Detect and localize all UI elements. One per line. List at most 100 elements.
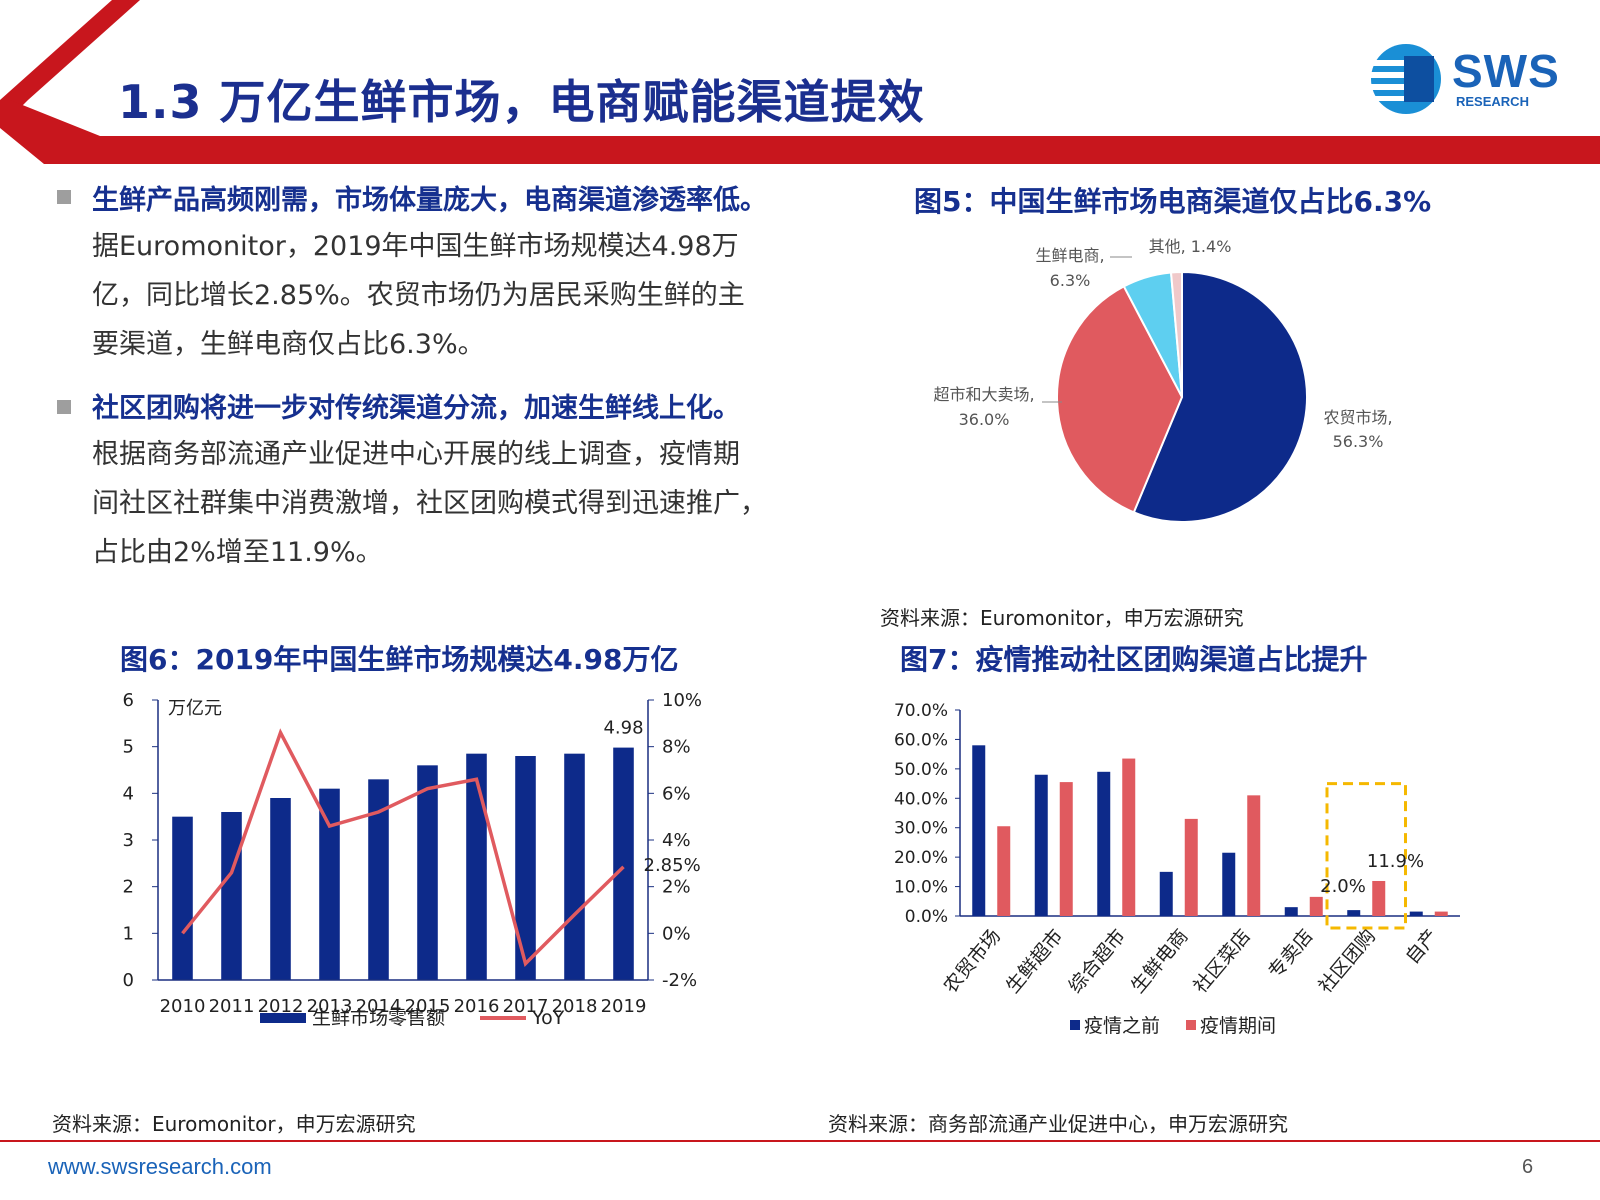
bar <box>172 816 193 980</box>
pie-slice-1 <box>1132 270 1308 523</box>
legend-swatch <box>1070 1020 1080 1030</box>
x-tick-label: 社区菜店 <box>1189 925 1255 997</box>
bar <box>1309 896 1323 916</box>
y-tick-label: 0 <box>123 970 134 991</box>
legend-swatch <box>1186 1020 1196 1030</box>
bullet-heading-2: 社区团购将进一步对传统渠道分流，加速生鲜线上化。 <box>92 393 740 424</box>
y-tick-label: 50.0% <box>894 760 948 780</box>
x-tick-label: 2012 <box>258 996 304 1017</box>
y-tick-label: 0.0% <box>905 907 948 927</box>
y2-tick-label: -2% <box>662 970 697 991</box>
x-tick-label: 社区团购 <box>1314 925 1380 997</box>
bar <box>1372 880 1386 916</box>
footer-rule <box>0 1140 1600 1142</box>
logo-text: SWS <box>1452 45 1560 97</box>
data-label: 11.9% <box>1367 851 1424 872</box>
footer-url[interactable]: www.swsresearch.com <box>48 1154 272 1179</box>
bar <box>417 765 438 980</box>
bar <box>564 753 585 980</box>
y2-tick-label: 8% <box>662 737 691 758</box>
x-tick-label: 2010 <box>160 996 206 1017</box>
pie-label-value: 56.3% <box>1333 432 1384 451</box>
bar <box>1347 910 1361 916</box>
bar <box>1434 911 1448 916</box>
x-tick-label: 2013 <box>307 996 353 1017</box>
pie-label-value: 6.3% <box>1050 271 1091 290</box>
y2-tick-label: 4% <box>662 830 691 851</box>
bullet-line: 根据商务部流通产业促进中心开展的线上调查，疫情期 <box>92 439 740 470</box>
bullet-line: 据Euromonitor，2019年中国生鲜市场规模达4.98万 <box>92 231 739 262</box>
bar <box>221 812 242 980</box>
bullet-line: 亿，同比增长2.85%。农贸市场仍为居民采购生鲜的主 <box>92 280 745 311</box>
fig5-title: 图5：中国生鲜市场电商渠道仅占比6.3% <box>914 185 1432 218</box>
yoy-line <box>181 728 625 968</box>
y-axis-unit: 万亿元 <box>168 698 222 719</box>
page-title: 1.3 万亿生鲜市场，电商赋能渠道提效 <box>118 75 925 129</box>
bar <box>1409 911 1423 916</box>
bar <box>515 756 536 980</box>
bar <box>1059 782 1073 916</box>
y2-tick-label: 6% <box>662 783 691 804</box>
x-tick-label: 专卖店 <box>1264 925 1318 983</box>
bar <box>1122 758 1136 916</box>
fig5-source: 资料来源：Euromonitor，申万宏源研究 <box>880 606 1244 630</box>
bar <box>319 788 340 980</box>
highlight-box <box>1325 782 1407 930</box>
pie-label-name: 超市和大卖场, <box>933 385 1034 404</box>
bullet-line: 占比由2%增至11.9%。 <box>92 537 383 568</box>
bullet-marker-1 <box>57 190 71 204</box>
bar <box>1184 818 1198 916</box>
x-tick-label: 2014 <box>356 996 402 1017</box>
bullet-line: 要渠道，生鲜电商仅占比6.3%。 <box>92 329 485 360</box>
x-tick-label: 2017 <box>503 996 549 1017</box>
sws-logo: SWS RESEARCH <box>1368 42 1564 116</box>
bullet-body-1: 据Euromonitor，2019年中国生鲜市场规模达4.98万 亿，同比增长2… <box>92 222 745 369</box>
bar <box>1159 871 1173 916</box>
x-tick-label: 生鲜电商 <box>1127 925 1193 997</box>
bar-data-label: 4.98 <box>603 718 643 739</box>
legend-label: YoY <box>531 1007 565 1029</box>
line-data-label: 2.85% <box>644 855 701 876</box>
bar <box>613 747 634 980</box>
x-tick-label: 农贸市场 <box>939 925 1005 997</box>
bar <box>1222 852 1236 916</box>
bar <box>997 826 1011 916</box>
logo-subtext: RESEARCH <box>1456 94 1529 109</box>
y-tick-label: 60.0% <box>894 730 948 750</box>
fig7-grouped-bar-chart: 0.0% 10.0% 20.0% 30.0% 40.0% 50.0% 60.0% 70.0% 农… <box>894 701 1460 1037</box>
y-tick-label: 70.0% <box>894 701 948 721</box>
y-tick-label: 20.0% <box>894 848 948 868</box>
y2-tick-label: 0% <box>662 923 691 944</box>
y-tick-label: 4 <box>123 783 134 804</box>
legend-swatch-bar <box>260 1013 306 1023</box>
fig7-source: 资料来源：商务部流通产业促进中心，申万宏源研究 <box>828 1112 1288 1136</box>
x-tick-label: 生鲜超市 <box>1002 925 1068 997</box>
bar <box>1247 795 1261 916</box>
bar <box>1097 771 1111 916</box>
pie-label-name: 生鲜电商, <box>1035 246 1104 265</box>
y-tick-label: 6 <box>123 690 134 711</box>
fig6-title: 图6：2019年中国生鲜市场规模达4.98万亿 <box>120 643 679 676</box>
y-tick-label: 30.0% <box>894 819 948 839</box>
y2-tick-label: 10% <box>662 690 702 711</box>
header-banner <box>0 0 1600 164</box>
legend-label: 疫情期间 <box>1200 1015 1276 1037</box>
pie-label-value: 36.0% <box>959 410 1010 429</box>
y-tick-label: 2 <box>123 877 134 898</box>
bar <box>1284 907 1298 916</box>
bar <box>1034 774 1048 916</box>
bullet-heading-1: 生鲜产品高频刚需，市场体量庞大，电商渠道渗透率低。 <box>92 185 767 216</box>
page-number: 6 <box>1522 1156 1534 1178</box>
sws-logo-icon <box>1368 44 1441 114</box>
y-tick-label: 5 <box>123 737 134 758</box>
legend-label: 生鲜市场零售额 <box>312 1007 445 1029</box>
y-tick-label: 10.0% <box>894 878 948 898</box>
y-tick-label: 40.0% <box>894 789 948 809</box>
y-tick-label: 1 <box>123 923 134 944</box>
pie-slice-4 <box>1169 270 1183 398</box>
x-tick-label: 自产 <box>1401 925 1442 968</box>
x-tick-label: 综合超市 <box>1064 925 1130 997</box>
x-tick-label: 2019 <box>601 996 647 1017</box>
bullet-body-2: 根据商务部流通产业促进中心开展的线上调查，疫情期 间社区社群集中消费激增，社区团… <box>92 430 767 577</box>
